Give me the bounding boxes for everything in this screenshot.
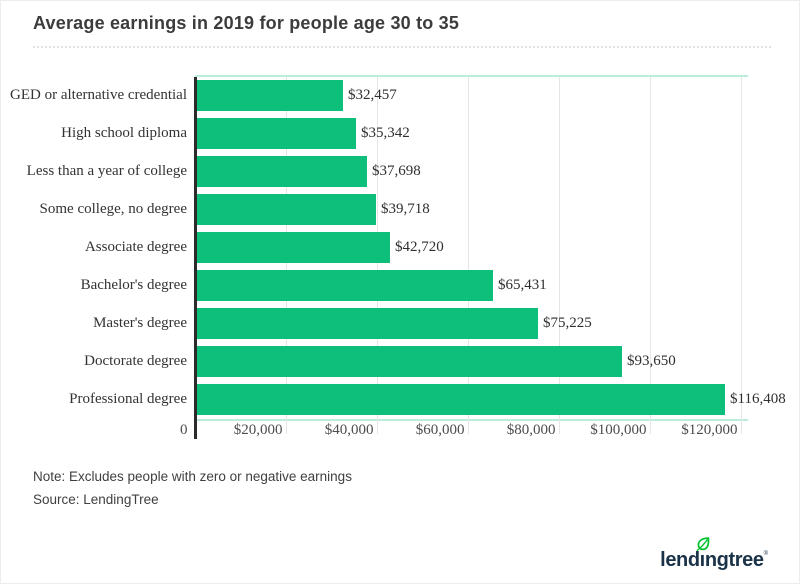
leaf-icon bbox=[696, 537, 710, 551]
x-tick-label: $20,000 bbox=[233, 422, 283, 438]
bar bbox=[197, 232, 390, 263]
value-label: $93,650 bbox=[627, 353, 676, 369]
category-label: Professional degree bbox=[69, 391, 187, 407]
logo-text-i: ı bbox=[699, 549, 706, 571]
category-label: Associate degree bbox=[84, 239, 187, 255]
chart-source: Source: LendingTree bbox=[33, 492, 159, 507]
category-label: Some college, no degree bbox=[39, 201, 187, 217]
value-label: $35,342 bbox=[361, 125, 410, 141]
category-label: GED or alternative credential bbox=[10, 87, 187, 103]
bar bbox=[197, 308, 538, 339]
bar bbox=[197, 194, 376, 225]
value-label: $39,718 bbox=[381, 201, 430, 217]
x-gridline bbox=[559, 77, 560, 434]
bar bbox=[197, 156, 367, 187]
x-gridline bbox=[468, 77, 469, 434]
x-tick-label: $100,000 bbox=[590, 422, 647, 438]
value-label: $75,225 bbox=[543, 315, 592, 331]
value-label: $42,720 bbox=[395, 239, 444, 255]
x-tick-label: $80,000 bbox=[506, 422, 556, 438]
category-label: High school diploma bbox=[61, 125, 187, 141]
x-gridline bbox=[650, 77, 651, 434]
bar bbox=[197, 346, 622, 377]
bar bbox=[197, 80, 343, 111]
y-axis-line bbox=[194, 77, 197, 439]
x-tick-label: 0 bbox=[180, 422, 188, 438]
plot-area bbox=[195, 75, 748, 421]
x-tick-label: $40,000 bbox=[324, 422, 374, 438]
value-label: $37,698 bbox=[372, 163, 421, 179]
value-label: $65,431 bbox=[498, 277, 547, 293]
bar bbox=[197, 384, 725, 415]
logo-text-lend: lend bbox=[660, 549, 700, 571]
category-label: Less than a year of college bbox=[26, 163, 187, 179]
bar bbox=[197, 118, 356, 149]
chart-note: Note: Excludes people with zero or negat… bbox=[33, 469, 352, 484]
title-divider bbox=[33, 46, 771, 48]
lendingtree-logo: lend ıngtree® bbox=[660, 537, 768, 572]
category-label: Doctorate degree bbox=[84, 353, 187, 369]
x-gridline bbox=[741, 77, 742, 434]
bar bbox=[197, 270, 493, 301]
category-label: Master's degree bbox=[93, 315, 187, 331]
value-label: $32,457 bbox=[348, 87, 397, 103]
x-tick-label: $120,000 bbox=[681, 422, 738, 438]
value-label: $116,408 bbox=[730, 391, 786, 407]
category-label: Bachelor's degree bbox=[80, 277, 187, 293]
registered-mark: ® bbox=[763, 551, 768, 557]
chart-title: Average earnings in 2019 for people age … bbox=[33, 13, 460, 33]
logo-text-ngtree: ngtree bbox=[704, 549, 764, 571]
x-tick-label: $60,000 bbox=[415, 422, 465, 438]
